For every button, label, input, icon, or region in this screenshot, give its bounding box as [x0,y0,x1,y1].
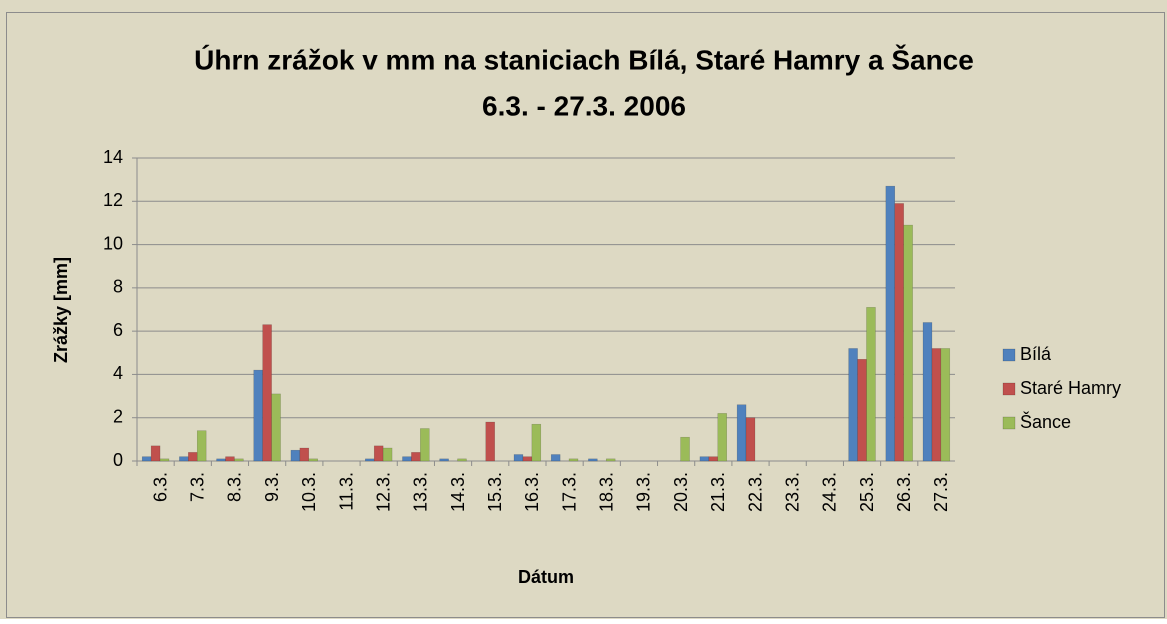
bar [736,404,747,462]
bar [866,307,876,462]
x-tick-label: 15.3. [485,472,505,512]
bar [708,456,719,462]
chart-title: 6.3. - 27.3. 2006 [482,90,686,121]
bar [365,458,375,462]
bar [931,348,942,462]
bar [234,458,244,462]
bar [485,421,495,462]
bar [262,324,272,462]
x-tick-label: 11.3. [336,472,356,511]
bar [848,348,858,462]
frame [6,12,1165,618]
bar [605,458,616,462]
bar [903,224,913,462]
bar [894,203,904,462]
bar [745,417,756,462]
bar [940,348,951,462]
bar [439,458,449,462]
bar [402,456,412,462]
y-axis-label: Zrážky [mm] [51,257,71,363]
x-tick-label: 13.3. [411,472,431,512]
bar [717,413,727,462]
bar [196,430,207,462]
legend-label: Šance [1020,411,1071,432]
bar [411,452,421,462]
bar [382,447,393,462]
x-tick-label: 12.3. [373,472,393,512]
bar [216,458,226,462]
x-tick-label: 23.3. [782,472,802,512]
y-tick-label: 12 [103,190,123,210]
bar [290,449,301,462]
x-tick-label: 26.3. [894,472,914,512]
bar [150,445,161,462]
legend-swatch [1002,348,1016,362]
x-tick-label: 27.3. [931,472,951,512]
x-axis-label: Dátum [518,567,574,587]
y-tick-label: 6 [113,320,123,340]
bar [922,322,933,462]
bar [457,458,467,462]
bar [225,456,235,462]
bar [885,185,896,462]
y-tick-label: 10 [103,233,123,253]
bar [588,458,598,462]
y-tick-label: 8 [113,277,123,297]
x-tick-label: 25.3. [857,472,877,512]
y-tick-label: 4 [113,363,123,383]
bar [179,456,189,462]
bar [857,359,867,462]
x-tick-label: 14.3. [448,472,468,512]
bar [680,436,690,462]
bar [513,454,524,462]
y-tick-label: 14 [103,147,123,167]
bar [699,456,710,462]
x-tick-label: 16.3. [522,472,542,512]
y-tick-label: 2 [113,406,123,426]
x-tick-label: 9.3. [262,472,282,502]
y-tick-label: 0 [113,450,123,470]
bar [420,428,430,462]
bar [299,447,310,462]
chart-title: Úhrn zrážok v mm na staniciach Bílá, Sta… [194,43,974,75]
x-tick-label: 17.3. [559,472,579,512]
x-tick-label: 22.3. [745,472,765,512]
bar [568,458,579,462]
x-tick-label: 20.3. [671,472,691,512]
bar [531,423,542,462]
bar [550,454,561,462]
bar [253,369,263,462]
legend-label: Staré Hamry [1020,378,1121,398]
legend-label: Bílá [1020,344,1052,364]
x-tick-label: 18.3. [597,472,617,512]
bar [141,456,152,462]
bar [308,458,318,462]
bar [522,456,533,462]
x-tick-label: 8.3. [225,472,245,502]
x-tick-label: 21.3. [708,472,728,512]
x-tick-label: 7.3. [188,472,208,502]
legend-swatch [1002,416,1016,430]
x-tick-label: 19.3. [634,472,654,512]
x-tick-label: 24.3. [820,472,840,512]
x-tick-label: 10.3. [299,472,319,512]
bar [188,452,198,462]
legend-swatch [1002,382,1016,396]
bar [373,445,384,462]
bar [159,458,170,462]
bar [271,393,281,462]
x-tick-label: 6.3. [150,472,170,502]
